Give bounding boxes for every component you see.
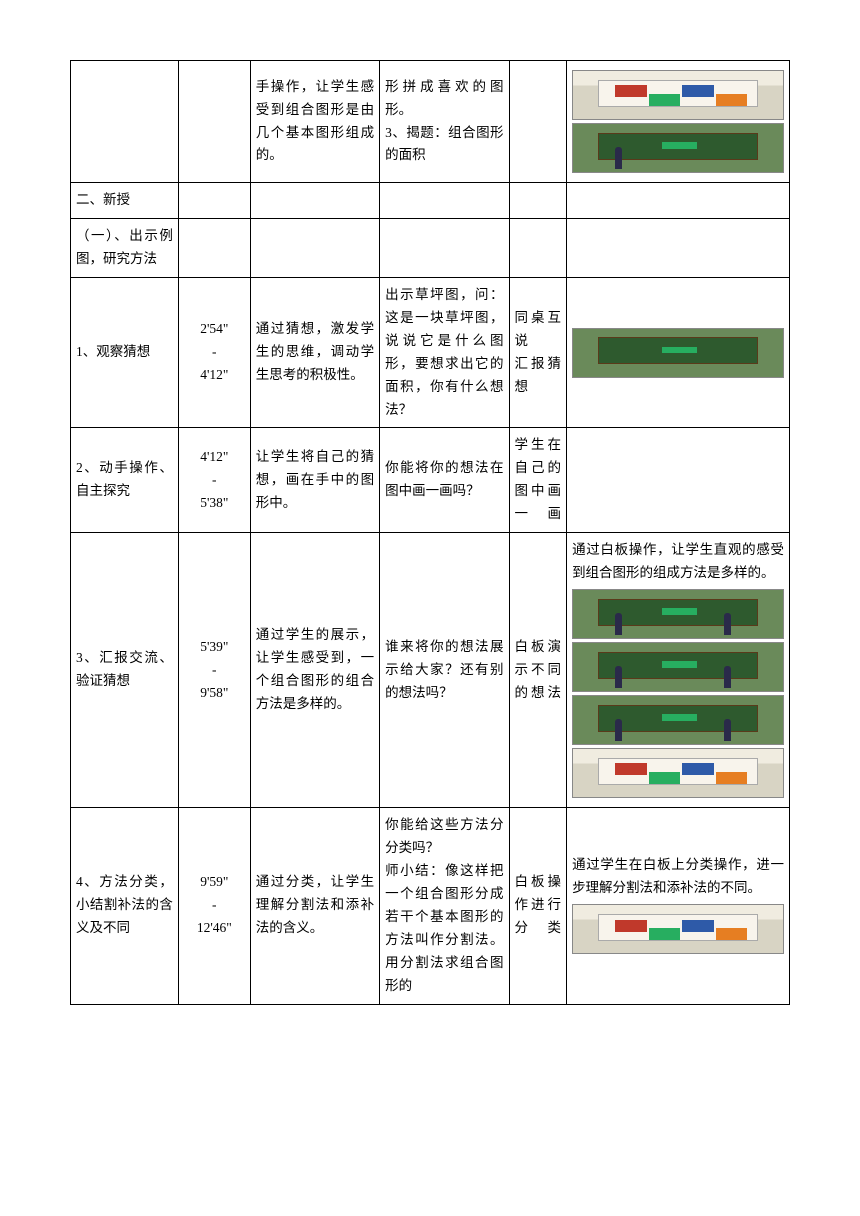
student-cell: [509, 218, 567, 277]
photo-thumbnail: [572, 70, 784, 120]
time-cell: 5'39"-9'58": [178, 533, 250, 808]
activity-cell: 你能将你的想法在图中画一画吗？: [380, 428, 509, 533]
intent-cell: 手操作，让学生感受到组合图形是由几个基本图形组成的。: [250, 61, 379, 183]
time-cell: [178, 183, 250, 219]
intent-cell: [250, 183, 379, 219]
table-row: 二、新授: [71, 183, 790, 219]
media-cell: [567, 277, 790, 428]
table-row: 3、汇报交流、验证猜想5'39"-9'58"通过学生的展示，让学生感受到，一个组…: [71, 533, 790, 808]
photo-thumbnail: [572, 695, 784, 745]
time-cell: [178, 61, 250, 183]
photo-thumbnail: [572, 589, 784, 639]
time-cell: 4'12"-5'38": [178, 428, 250, 533]
student-cell: 同桌互说汇报猜想: [509, 277, 567, 428]
table-row: 手操作，让学生感受到组合图形是由几个基本图形组成的。形拼成喜欢的图形。3、揭题：…: [71, 61, 790, 183]
table-row: 2、动手操作、自主探究4'12"-5'38"让学生将自己的猜想，画在手中的图形中…: [71, 428, 790, 533]
step-title-cell: 1、观察猜想: [71, 277, 179, 428]
photo-thumbnail: [572, 748, 784, 798]
intent-cell: 让学生将自己的猜想，画在手中的图形中。: [250, 428, 379, 533]
student-cell: 学生在自己的图中画一画: [509, 428, 567, 533]
step-title-cell: 3、汇报交流、验证猜想: [71, 533, 179, 808]
media-cell: [567, 428, 790, 533]
activity-cell: [380, 218, 509, 277]
media-note: 通过白板操作，让学生直观的感受到组合图形的组成方法是多样的。: [572, 539, 784, 585]
step-title-cell: [71, 61, 179, 183]
time-cell: 9'59"-12'46": [178, 808, 250, 1005]
time-cell: [178, 218, 250, 277]
photo-thumbnail: [572, 123, 784, 173]
photo-thumbnail: [572, 642, 784, 692]
media-cell: 通过学生在白板上分类操作，进一步理解分割法和添补法的不同。: [567, 808, 790, 1005]
student-cell: 白板操作进行分类: [509, 808, 567, 1005]
activity-cell: 出示草坪图，问：这是一块草坪图，说说它是什么图形，要想求出它的面积，你有什么想法…: [380, 277, 509, 428]
step-title-cell: 4、方法分类，小结割补法的含义及不同: [71, 808, 179, 1005]
intent-cell: 通过猜想，激发学生的思维，调动学生思考的积极性。: [250, 277, 379, 428]
media-cell: 通过白板操作，让学生直观的感受到组合图形的组成方法是多样的。: [567, 533, 790, 808]
media-cell: [567, 61, 790, 183]
step-title-cell: 2、动手操作、自主探究: [71, 428, 179, 533]
time-cell: 2'54"-4'12": [178, 277, 250, 428]
student-cell: [509, 183, 567, 219]
media-cell: [567, 183, 790, 219]
student-cell: 白板演示不同的想法: [509, 533, 567, 808]
photo-thumbnail: [572, 904, 784, 954]
table-row: 1、观察猜想2'54"-4'12"通过猜想，激发学生的思维，调动学生思考的积极性…: [71, 277, 790, 428]
photo-thumbnail: [572, 328, 784, 378]
student-cell: [509, 61, 567, 183]
intent-cell: 通过分类，让学生理解分割法和添补法的含义。: [250, 808, 379, 1005]
intent-cell: [250, 218, 379, 277]
step-title-cell: （一）、出示例图，研究方法: [71, 218, 179, 277]
media-note: 通过学生在白板上分类操作，进一步理解分割法和添补法的不同。: [572, 854, 784, 900]
activity-cell: 形拼成喜欢的图形。3、揭题：组合图形的面积: [380, 61, 509, 183]
lesson-plan-table: 手操作，让学生感受到组合图形是由几个基本图形组成的。形拼成喜欢的图形。3、揭题：…: [70, 60, 790, 1005]
intent-cell: 通过学生的展示，让学生感受到，一个组合图形的组合方法是多样的。: [250, 533, 379, 808]
activity-cell: 你能给这些方法分分类吗？师小结：像这样把一个组合图形分成若干个基本图形的方法叫作…: [380, 808, 509, 1005]
media-cell: [567, 218, 790, 277]
table-row: 4、方法分类，小结割补法的含义及不同9'59"-12'46"通过分类，让学生理解…: [71, 808, 790, 1005]
activity-cell: 谁来将你的想法展示给大家？还有别的想法吗？: [380, 533, 509, 808]
activity-cell: [380, 183, 509, 219]
table-row: （一）、出示例图，研究方法: [71, 218, 790, 277]
step-title-cell: 二、新授: [71, 183, 179, 219]
